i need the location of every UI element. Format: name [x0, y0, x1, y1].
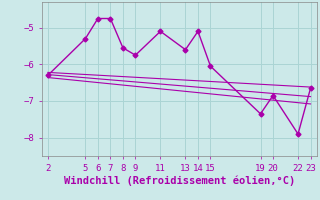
X-axis label: Windchill (Refroidissement éolien,°C): Windchill (Refroidissement éolien,°C) [64, 175, 295, 186]
